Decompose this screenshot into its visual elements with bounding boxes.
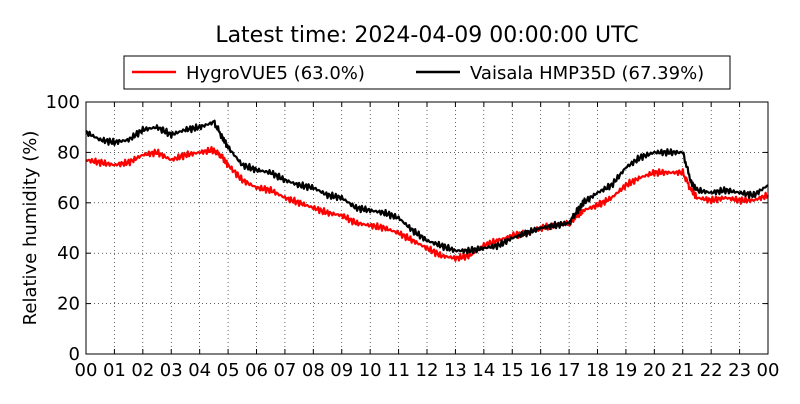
- x-tick-label: 22: [700, 360, 723, 381]
- chart-title: Latest time: 2024-04-09 00:00:00 UTC: [215, 23, 638, 48]
- x-tick-label: 12: [416, 360, 439, 381]
- x-tick-label: 08: [302, 360, 325, 381]
- x-tick-label: 20: [643, 360, 666, 381]
- legend-label-vaisala: Vaisala HMP35D (67.39%): [470, 63, 704, 84]
- x-tick-label: 10: [359, 360, 382, 381]
- y-tick-label: 60: [57, 193, 80, 214]
- y-tick-label: 20: [57, 294, 80, 315]
- series-line-hygrovue5: [85, 146, 769, 262]
- y-tick-label: 40: [57, 243, 80, 264]
- plot-frame: [85, 101, 769, 355]
- x-tick-label: 21: [671, 360, 694, 381]
- x-tick-label: 02: [131, 360, 154, 381]
- x-tick-label: 06: [245, 360, 268, 381]
- x-tick-label: 15: [501, 360, 524, 381]
- x-tick-label: 13: [444, 360, 467, 381]
- y-tick-label: 0: [69, 344, 80, 365]
- legend: HygroVUE5 (63.0%) Vaisala HMP35D (67.39%…: [123, 55, 731, 90]
- x-tick-label: 03: [160, 360, 183, 381]
- x-tick-label: 07: [273, 360, 296, 381]
- y-tick-label: 80: [57, 142, 80, 163]
- series-line-vaisala: [85, 119, 769, 255]
- x-tick-label: 23: [728, 360, 751, 381]
- y-tick-label: 100: [46, 92, 80, 113]
- x-tick-label: 00: [75, 360, 98, 381]
- x-tick-label: 16: [529, 360, 552, 381]
- y-axis-label: Relative humidity (%): [20, 131, 41, 326]
- x-tick-label: 18: [586, 360, 609, 381]
- x-tick-label: 19: [614, 360, 637, 381]
- x-tick-label: 04: [188, 360, 211, 381]
- x-tick-label: 11: [387, 360, 410, 381]
- x-tick-label: 17: [558, 360, 581, 381]
- legend-label-hygrovue5: HygroVUE5 (63.0%): [186, 63, 365, 84]
- x-tick-label: 05: [217, 360, 240, 381]
- x-tick-label: 00: [757, 360, 780, 381]
- x-tick-label: 09: [330, 360, 353, 381]
- x-tick-label: 14: [472, 360, 495, 381]
- x-tick-label: 01: [103, 360, 126, 381]
